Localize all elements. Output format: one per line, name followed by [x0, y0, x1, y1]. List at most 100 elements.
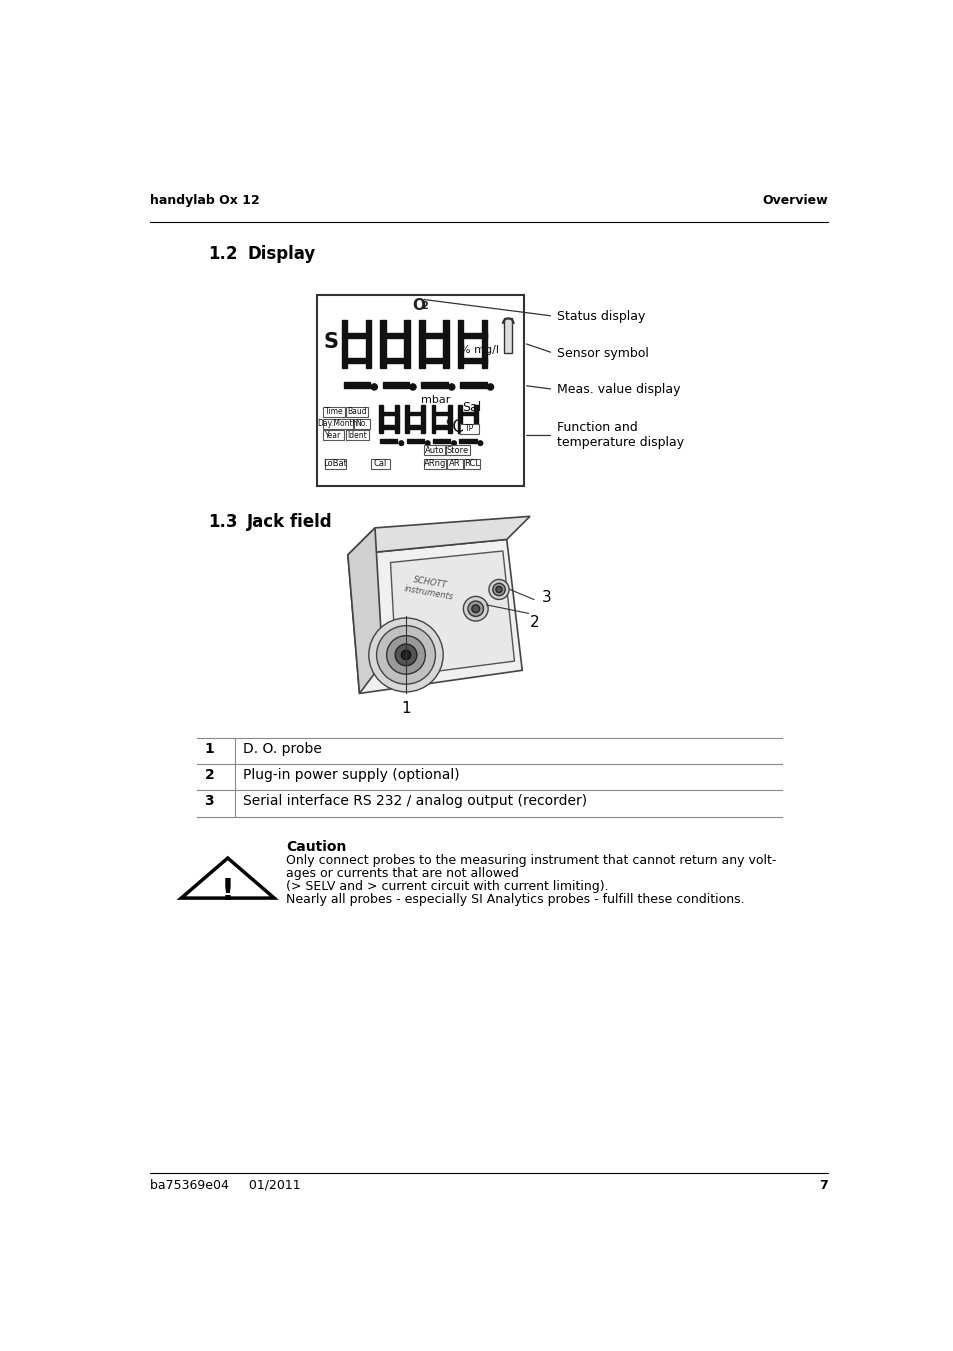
Bar [433, 412, 450, 416]
Text: Year: Year [325, 431, 341, 439]
Bar [344, 382, 370, 388]
Circle shape [488, 580, 509, 600]
Bar [421, 358, 447, 363]
Text: Sal: Sal [462, 401, 481, 413]
Bar [457, 419, 461, 434]
Bar [380, 426, 397, 430]
Text: 1: 1 [401, 701, 411, 716]
Bar [459, 426, 476, 430]
Bar [457, 405, 461, 419]
Bar [382, 334, 409, 339]
Bar [457, 345, 463, 369]
Polygon shape [181, 858, 274, 898]
Text: Store: Store [446, 446, 469, 454]
Bar [378, 405, 382, 419]
Text: S: S [323, 331, 337, 351]
Bar [447, 458, 462, 469]
Bar [447, 419, 452, 434]
Polygon shape [348, 516, 530, 555]
Bar [457, 320, 463, 345]
Bar [382, 382, 409, 388]
Bar [446, 444, 469, 455]
Circle shape [398, 440, 403, 446]
Bar [464, 458, 479, 469]
Text: (> SELV and > current circuit with current limiting).: (> SELV and > current circuit with curre… [286, 880, 608, 893]
Text: mbar: mbar [421, 394, 451, 405]
Circle shape [395, 644, 416, 666]
Text: handylab Ox 12: handylab Ox 12 [150, 193, 260, 207]
Bar [404, 320, 410, 345]
Bar [395, 419, 398, 434]
Circle shape [496, 586, 501, 593]
Bar [341, 345, 347, 369]
Bar [423, 444, 444, 455]
Bar [380, 412, 397, 416]
Bar [504, 319, 512, 353]
Bar [382, 358, 409, 363]
Bar [345, 430, 369, 440]
Text: Display: Display [247, 246, 315, 263]
Bar [404, 345, 410, 369]
Bar [481, 320, 487, 345]
Bar [405, 405, 409, 419]
Bar [378, 419, 382, 434]
Text: Function and
temperature display: Function and temperature display [557, 422, 683, 450]
Bar [365, 345, 371, 369]
Circle shape [369, 617, 443, 692]
Text: 3: 3 [204, 794, 213, 808]
Bar [371, 458, 390, 469]
Bar [346, 407, 368, 417]
Bar [380, 439, 397, 443]
Circle shape [376, 626, 435, 684]
Bar [316, 295, 523, 485]
Text: AR: AR [449, 459, 460, 469]
Polygon shape [348, 539, 521, 693]
Text: Serial interface RS 232 / analog output (recorder): Serial interface RS 232 / analog output … [243, 794, 587, 808]
Text: SCHOTT
instruments: SCHOTT instruments [402, 574, 456, 603]
Text: 2: 2 [204, 769, 214, 782]
Text: °C: °C [444, 417, 464, 436]
Bar [459, 412, 476, 416]
Text: ba75369e04     01/2011: ba75369e04 01/2011 [150, 1178, 300, 1192]
Circle shape [452, 440, 456, 446]
Bar [447, 405, 452, 419]
Bar [423, 458, 445, 469]
Bar [405, 419, 409, 434]
Bar [443, 320, 448, 345]
Circle shape [448, 384, 455, 390]
Text: Time: Time [324, 408, 343, 416]
Text: Nearly all probes - especially SI Analytics probes - fulfill these conditions.: Nearly all probes - especially SI Analyt… [286, 893, 743, 907]
Text: Sensor symbol: Sensor symbol [557, 347, 648, 359]
Bar [380, 345, 385, 369]
Text: 1: 1 [204, 742, 214, 757]
Text: Meas. value display: Meas. value display [557, 382, 679, 396]
Text: % mg/l: % mg/l [459, 345, 498, 354]
Text: Plug-in power supply (optional): Plug-in power supply (optional) [243, 769, 459, 782]
Circle shape [487, 384, 493, 390]
Circle shape [472, 605, 479, 612]
Bar [459, 358, 486, 363]
Bar [324, 458, 346, 469]
Bar [418, 345, 424, 369]
Text: LoBat: LoBat [323, 459, 347, 469]
Bar [406, 426, 423, 430]
Text: D. O. probe: D. O. probe [243, 742, 322, 757]
Circle shape [477, 440, 482, 446]
Bar [459, 424, 478, 434]
Circle shape [410, 384, 416, 390]
Text: ages or currents that are not allowed: ages or currents that are not allowed [286, 867, 518, 880]
Bar [481, 345, 487, 369]
Text: Baud: Baud [347, 408, 367, 416]
Bar [459, 382, 486, 388]
Circle shape [386, 636, 425, 674]
Text: Overview: Overview [761, 193, 827, 207]
Circle shape [371, 384, 377, 390]
Text: Jack field: Jack field [247, 513, 333, 531]
Bar [474, 419, 477, 434]
Text: Status display: Status display [557, 309, 645, 323]
Bar [459, 439, 476, 443]
Bar [421, 382, 447, 388]
Text: ARng: ARng [423, 459, 445, 469]
Text: !: ! [220, 877, 234, 905]
Bar [323, 419, 353, 428]
